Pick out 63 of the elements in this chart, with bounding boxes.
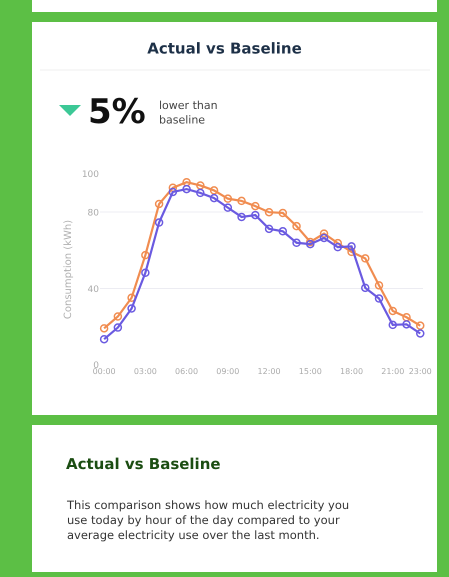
point <box>388 306 398 316</box>
point <box>182 184 191 194</box>
point <box>196 188 205 198</box>
point <box>237 212 246 222</box>
point <box>210 194 218 202</box>
x-tick-label: 00:00 <box>92 367 116 376</box>
point <box>374 281 384 290</box>
point <box>374 294 384 303</box>
point <box>196 181 205 190</box>
point <box>154 200 164 208</box>
point <box>347 248 356 256</box>
x-tick-label: 23:00 <box>408 367 432 376</box>
point <box>361 284 370 292</box>
point <box>224 203 232 212</box>
text: lower than baseline <box>159 99 218 126</box>
text: 5% <box>88 92 146 132</box>
x-tick-label: 12:00 <box>258 367 281 376</box>
point <box>278 227 288 236</box>
point <box>416 329 424 338</box>
point <box>334 242 342 252</box>
x-tick-label: 06:00 <box>175 367 198 376</box>
point <box>168 184 178 192</box>
point <box>100 334 108 344</box>
point <box>320 229 328 238</box>
point <box>278 208 288 218</box>
x-tick-label: 15:00 <box>298 367 322 376</box>
x-tick-label: 03:00 <box>134 367 157 376</box>
point <box>251 202 260 210</box>
point <box>402 313 411 322</box>
point <box>320 234 328 242</box>
point <box>347 242 356 251</box>
point <box>224 194 232 203</box>
point <box>127 304 136 313</box>
point <box>388 320 398 330</box>
x-tick-label: 18:00 <box>340 367 364 376</box>
chart-title: Actual vs Baseline <box>147 39 302 58</box>
point <box>127 294 136 302</box>
point <box>402 320 411 329</box>
point <box>210 186 218 195</box>
text: This comparison shows how much electricity you use today by hour of the day compared to your average electricity use over the last month. <box>66 498 350 542</box>
point <box>114 312 122 321</box>
point <box>237 196 246 206</box>
x-tick-label: 21:00 <box>381 367 404 376</box>
y-tick-label: 80 <box>88 208 100 218</box>
point <box>292 222 301 230</box>
y-tick-label: 40 <box>88 284 100 295</box>
point <box>251 210 260 220</box>
point <box>141 250 150 260</box>
point <box>141 268 150 277</box>
point <box>114 323 122 332</box>
point <box>361 254 370 263</box>
point <box>264 224 274 234</box>
point <box>416 321 424 330</box>
point <box>154 218 164 227</box>
point <box>182 178 191 186</box>
point <box>264 208 274 216</box>
y-tick-label: 100 <box>82 170 100 180</box>
text: Actual vs Baseline <box>66 455 221 473</box>
y-axis-title: Consumption (kWh) <box>62 220 74 320</box>
point <box>100 324 108 333</box>
x-tick-label: 09:00 <box>216 367 240 376</box>
point <box>292 238 301 248</box>
point <box>168 188 178 196</box>
